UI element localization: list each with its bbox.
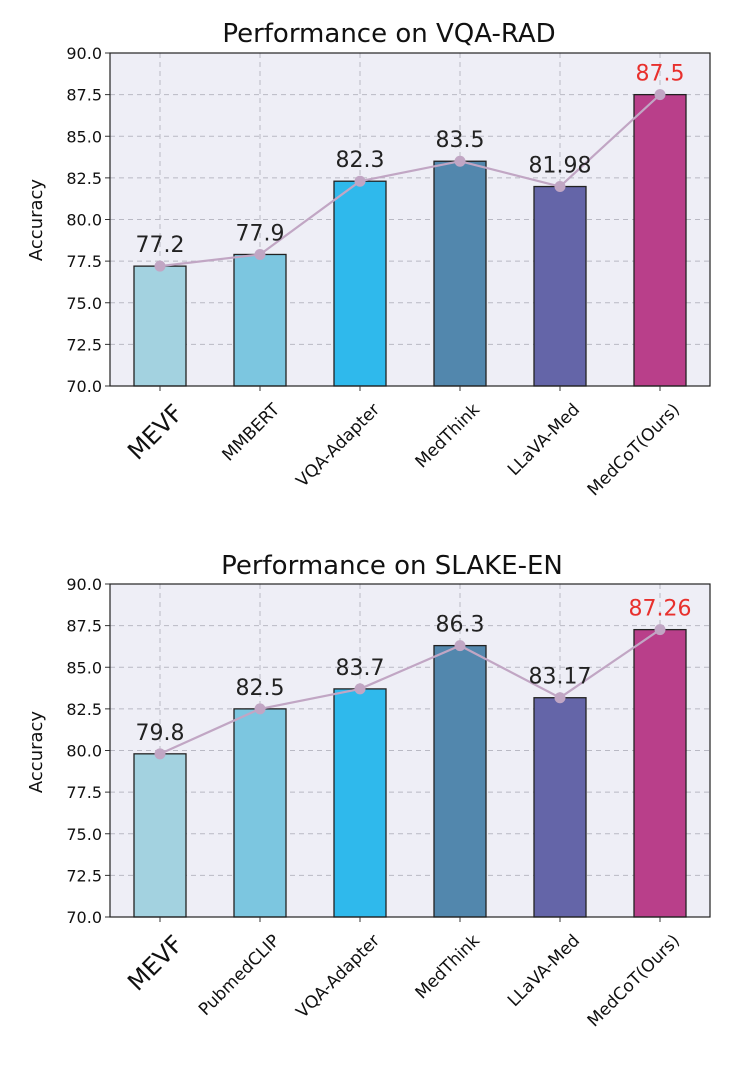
value-label: 86.3 bbox=[436, 613, 485, 638]
chart-title: Performance on VQA-RAD bbox=[222, 19, 555, 49]
bar bbox=[133, 265, 187, 387]
x-tick-label: MMBERT bbox=[218, 399, 284, 465]
x-tick-label: VQA-Adapter bbox=[292, 931, 384, 1023]
bar bbox=[333, 180, 387, 387]
value-label: 77.2 bbox=[136, 233, 185, 258]
x-tick-label: MedCoT(Ours) bbox=[584, 400, 684, 500]
value-label: 82.3 bbox=[336, 148, 385, 173]
y-tick-label: 75.0 bbox=[66, 294, 102, 313]
trend-point bbox=[354, 175, 366, 187]
y-tick-label: 80.0 bbox=[66, 211, 102, 230]
y-tick-label: 75.0 bbox=[66, 825, 102, 844]
trend-point bbox=[454, 155, 466, 167]
y-tick-label: 82.5 bbox=[66, 169, 102, 188]
trend-point bbox=[554, 692, 566, 704]
bar bbox=[233, 253, 287, 387]
x-tick-label: PubmedCLIP bbox=[195, 931, 284, 1020]
plot-frame bbox=[109, 52, 711, 387]
plot-frame bbox=[109, 583, 711, 918]
value-label: 83.17 bbox=[529, 665, 592, 690]
trend-point bbox=[654, 624, 666, 636]
bar bbox=[633, 628, 687, 918]
value-label: 87.26 bbox=[629, 597, 692, 622]
x-tick-label: MEVF bbox=[122, 399, 189, 466]
trend-point bbox=[154, 748, 166, 760]
bar bbox=[533, 185, 587, 387]
value-label: 83.7 bbox=[336, 656, 385, 681]
y-tick-label: 85.0 bbox=[66, 127, 102, 146]
value-label: 77.9 bbox=[236, 221, 285, 246]
value-label: 87.5 bbox=[636, 62, 685, 87]
x-tick-label: MEVF bbox=[122, 930, 189, 997]
chart-svg: Performance on VQA-RAD Accuracy 70.0 72.5… bbox=[26, 19, 711, 500]
y-tick-label: 85.0 bbox=[66, 658, 102, 677]
trend-point bbox=[454, 640, 466, 652]
value-label: 79.8 bbox=[136, 721, 185, 746]
value-label: 83.5 bbox=[436, 128, 485, 153]
bar bbox=[533, 697, 587, 918]
trend-line bbox=[159, 628, 661, 755]
y-tick-label: 72.5 bbox=[66, 866, 102, 885]
bar bbox=[133, 753, 187, 918]
y-tick-label: 70.0 bbox=[66, 377, 102, 396]
y-tick-label: 77.5 bbox=[66, 252, 102, 271]
y-tick-label: 77.5 bbox=[66, 783, 102, 802]
trend-point bbox=[154, 260, 166, 272]
value-label: 81.98 bbox=[529, 154, 592, 179]
y-tick-label: 90.0 bbox=[66, 575, 102, 594]
x-tick-label: LLaVA-Med bbox=[504, 400, 584, 480]
y-axis-label: Accuracy bbox=[26, 179, 47, 262]
trend-line bbox=[159, 93, 661, 268]
y-tick-label: 80.0 bbox=[66, 742, 102, 761]
trend-point bbox=[254, 248, 266, 260]
bar bbox=[433, 644, 487, 918]
chart-title: Performance on SLAKE-EN bbox=[221, 551, 563, 581]
chart-svg: Performance on SLAKE-EN Accuracy 70.0 72.… bbox=[26, 551, 711, 1031]
chart-slake-en: Performance on SLAKE-EN Accuracy 70.0 72.… bbox=[0, 532, 740, 1062]
y-tick-label: 70.0 bbox=[66, 908, 102, 927]
x-tick-label: VQA-Adapter bbox=[292, 400, 384, 492]
y-tick-label: 87.5 bbox=[66, 617, 102, 636]
trend-point bbox=[354, 683, 366, 695]
value-label: 82.5 bbox=[236, 676, 285, 701]
trend-point bbox=[554, 181, 566, 193]
bar bbox=[233, 708, 287, 918]
y-tick-label: 87.5 bbox=[66, 86, 102, 105]
trend-point bbox=[654, 89, 666, 101]
x-tick-label: LLaVA-Med bbox=[504, 931, 584, 1011]
x-tick-label: MedThink bbox=[412, 931, 485, 1004]
y-tick-label: 72.5 bbox=[66, 335, 102, 354]
chart-vqa-rad: Performance on VQA-RAD Accuracy 70.0 72.5… bbox=[0, 0, 740, 530]
bar bbox=[633, 93, 687, 387]
y-axis-label: Accuracy bbox=[26, 711, 47, 794]
y-tick-label: 90.0 bbox=[66, 44, 102, 63]
x-tick-label: MedThink bbox=[412, 400, 485, 473]
trend-point bbox=[254, 703, 266, 715]
bar bbox=[433, 160, 487, 387]
x-tick-label: MedCoT(Ours) bbox=[584, 931, 684, 1031]
bar bbox=[333, 688, 387, 918]
y-tick-label: 82.5 bbox=[66, 700, 102, 719]
